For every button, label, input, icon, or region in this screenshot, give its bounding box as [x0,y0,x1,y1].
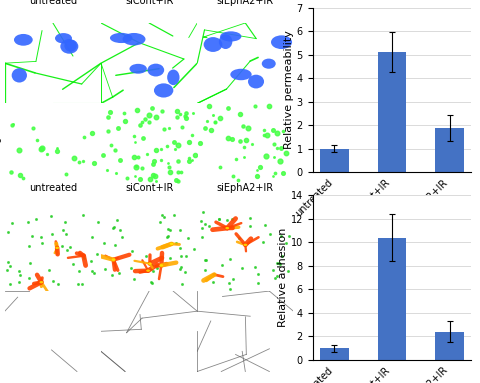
Ellipse shape [243,244,247,246]
Text: P-VE-cadherin: P-VE-cadherin [0,34,2,92]
Ellipse shape [12,68,27,82]
Ellipse shape [270,35,291,49]
Bar [434,332,463,360]
Bar [377,238,406,360]
Ellipse shape [218,34,232,49]
Ellipse shape [167,70,179,85]
Ellipse shape [122,33,145,46]
Text: Transmigration: Transmigration [0,112,2,175]
Text: untreated: untreated [29,0,77,6]
Text: siCont+IR: siCont+IR [125,0,173,6]
Ellipse shape [55,33,72,44]
Y-axis label: Relative adhesion: Relative adhesion [277,228,287,327]
Ellipse shape [248,75,264,88]
Y-axis label: Relative permeability: Relative permeability [283,31,293,149]
Ellipse shape [148,262,152,265]
Bar [434,128,463,172]
Bar [319,149,348,172]
Ellipse shape [220,31,241,41]
Ellipse shape [203,37,222,52]
Ellipse shape [55,247,59,249]
Ellipse shape [261,59,275,69]
Ellipse shape [169,243,173,245]
Ellipse shape [129,64,146,74]
Ellipse shape [111,259,115,261]
Text: siEphA2+IR: siEphA2+IR [216,183,273,193]
Text: siCont+IR: siCont+IR [125,183,173,193]
Bar [319,348,348,360]
Ellipse shape [225,227,228,229]
Ellipse shape [60,39,78,54]
Ellipse shape [230,69,251,80]
Text: untreated: untreated [29,183,77,193]
Text: siEphA2+IR: siEphA2+IR [216,0,273,6]
Ellipse shape [39,281,43,283]
Ellipse shape [159,264,163,267]
Bar [377,52,406,172]
Ellipse shape [14,34,33,46]
Ellipse shape [154,83,173,98]
Ellipse shape [64,40,77,52]
Ellipse shape [147,64,164,77]
Ellipse shape [146,270,150,272]
Ellipse shape [110,33,132,43]
